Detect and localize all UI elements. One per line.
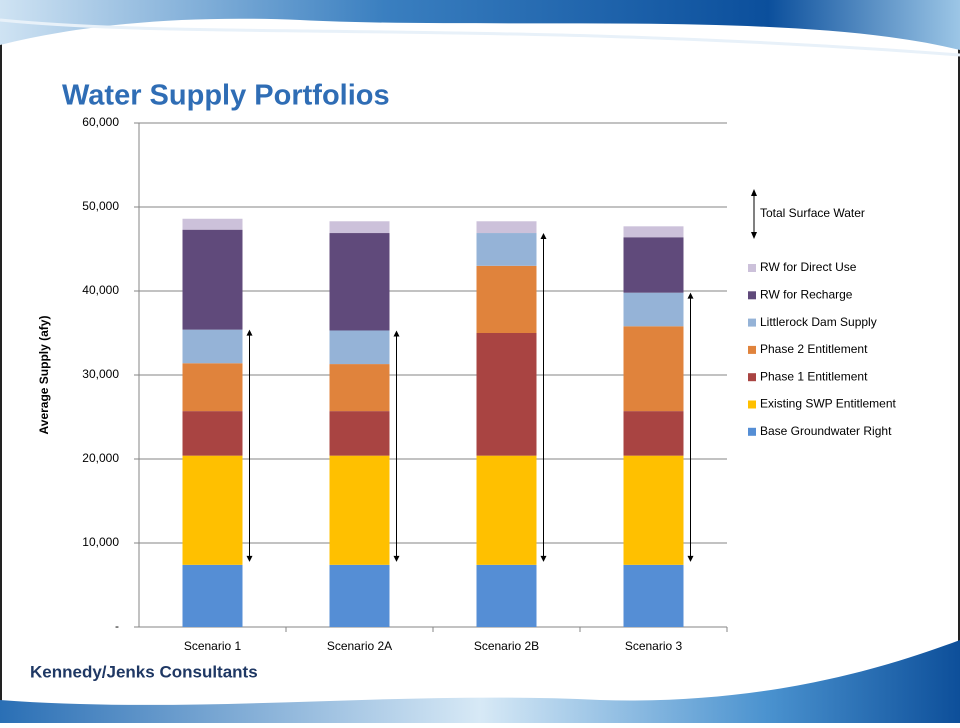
bar-segment <box>183 230 243 330</box>
company-name: Kennedy/Jenks Consultants <box>30 662 258 681</box>
bar-segment <box>477 221 537 233</box>
y-tick-label: 10,000 <box>82 535 119 549</box>
y-tick-label: 60,000 <box>82 115 119 129</box>
bar-segment <box>330 456 390 565</box>
bar-segment <box>330 330 390 364</box>
bar-segment <box>183 565 243 627</box>
legend-label: Phase 1 Entitlement <box>760 369 868 383</box>
bar-segment <box>624 293 684 327</box>
bar-segment <box>183 330 243 364</box>
bar-segment <box>330 221 390 233</box>
legend-swatch <box>748 401 756 409</box>
legend-label: Littlerock Dam Supply <box>760 315 877 329</box>
x-tick-label: Scenario 3 <box>625 639 683 653</box>
bar-segment <box>183 363 243 411</box>
y-tick-label: 30,000 <box>82 367 119 381</box>
bar-segment <box>624 456 684 565</box>
legend-label: Phase 2 Entitlement <box>760 342 868 356</box>
bar-segment <box>330 565 390 627</box>
legend-swatch <box>748 264 756 272</box>
slide-title: Water Supply Portfolios <box>62 80 390 112</box>
legend-label: Existing SWP Entitlement <box>760 397 896 411</box>
slide: Water Supply Portfolios Kennedy/Jenks Co… <box>0 0 960 723</box>
page: Water Supply Portfolios Kennedy/Jenks Co… <box>0 0 960 728</box>
bar-segment <box>477 333 537 456</box>
bar-segment <box>624 326 684 411</box>
legend-label: Base Groundwater Right <box>760 424 892 438</box>
x-tick-label: Scenario 1 <box>184 639 242 653</box>
bar-segment <box>624 237 684 292</box>
bar-segment <box>183 219 243 230</box>
legend-swatch <box>748 291 756 299</box>
bar-segment <box>477 456 537 565</box>
bar-segment <box>183 411 243 456</box>
legend-label: RW for Direct Use <box>760 260 857 274</box>
x-tick-label: Scenario 2B <box>474 639 539 653</box>
y-tick-label: 20,000 <box>82 451 119 465</box>
legend-swatch <box>748 373 756 381</box>
bar-segment <box>477 565 537 627</box>
legend-swatch <box>748 319 756 327</box>
legend-swatch <box>748 346 756 354</box>
bar-segment <box>330 411 390 456</box>
bar-segment <box>330 233 390 330</box>
legend-label: RW for Recharge <box>760 287 853 301</box>
annotation: Total Surface Water <box>760 206 865 220</box>
y-tick-label: 50,000 <box>82 199 119 213</box>
bar-segment <box>624 565 684 627</box>
bar-segment <box>330 364 390 411</box>
bar-segment <box>477 266 537 333</box>
y-tick-label: 40,000 <box>82 283 119 297</box>
legend-swatch <box>748 428 756 436</box>
y-axis-label: Average Supply (afy) <box>37 316 51 435</box>
bar-segment <box>624 411 684 456</box>
x-tick-label: Scenario 2A <box>327 639 392 653</box>
bar-segment <box>183 456 243 565</box>
bar-segment <box>624 226 684 237</box>
bar-segment <box>477 233 537 266</box>
y-tick-label: - <box>115 619 119 633</box>
